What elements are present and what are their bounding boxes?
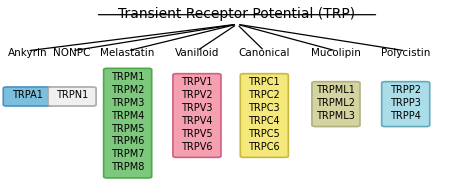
Text: TRPML3: TRPML3	[317, 111, 356, 121]
Text: TRPM4: TRPM4	[111, 111, 145, 121]
Text: TRPP4: TRPP4	[390, 111, 421, 121]
Text: TRPP3: TRPP3	[390, 98, 421, 108]
Text: Vanilloid: Vanilloid	[175, 48, 219, 58]
Text: TRPA1: TRPA1	[12, 91, 43, 100]
Text: Transient Receptor Potential (TRP): Transient Receptor Potential (TRP)	[118, 7, 356, 21]
Text: TRPC4: TRPC4	[248, 116, 280, 126]
Text: TRPP2: TRPP2	[390, 85, 421, 95]
Text: TRPML1: TRPML1	[317, 85, 356, 95]
Text: TRPC6: TRPC6	[248, 142, 280, 152]
Text: TRPV5: TRPV5	[181, 129, 213, 139]
Text: TRPV3: TRPV3	[181, 103, 213, 113]
Text: TRPM5: TRPM5	[111, 124, 145, 134]
Text: TRPM2: TRPM2	[111, 85, 145, 95]
FancyBboxPatch shape	[48, 87, 96, 106]
Text: TRPC2: TRPC2	[248, 90, 280, 100]
Text: Canonical: Canonical	[238, 48, 290, 58]
Text: TRPM8: TRPM8	[111, 162, 145, 172]
FancyBboxPatch shape	[3, 87, 51, 106]
Text: Polycistin: Polycistin	[381, 48, 430, 58]
Text: TRPV2: TRPV2	[181, 90, 213, 100]
Text: TRPM1: TRPM1	[111, 72, 145, 82]
FancyBboxPatch shape	[240, 74, 288, 157]
Text: TRPC3: TRPC3	[248, 103, 280, 113]
Text: TRPC1: TRPC1	[248, 77, 280, 87]
Text: TRPN1: TRPN1	[56, 91, 88, 100]
Text: Mucolipin: Mucolipin	[311, 48, 361, 58]
Text: TRPV1: TRPV1	[181, 77, 213, 87]
Text: NONPC: NONPC	[54, 48, 91, 58]
Text: TRPV6: TRPV6	[181, 142, 213, 152]
Text: TRPV4: TRPV4	[181, 116, 213, 126]
FancyBboxPatch shape	[382, 82, 430, 127]
Text: Ankyrin: Ankyrin	[8, 48, 47, 58]
FancyBboxPatch shape	[173, 74, 221, 157]
Text: TRPML2: TRPML2	[317, 98, 356, 108]
FancyBboxPatch shape	[312, 82, 360, 127]
Text: TRPC5: TRPC5	[248, 129, 280, 139]
Text: TRPM3: TRPM3	[111, 98, 145, 108]
FancyBboxPatch shape	[104, 68, 152, 178]
Text: Melastatin: Melastatin	[100, 48, 155, 58]
Text: TRPM6: TRPM6	[111, 136, 145, 146]
Text: TRPM7: TRPM7	[111, 149, 145, 159]
